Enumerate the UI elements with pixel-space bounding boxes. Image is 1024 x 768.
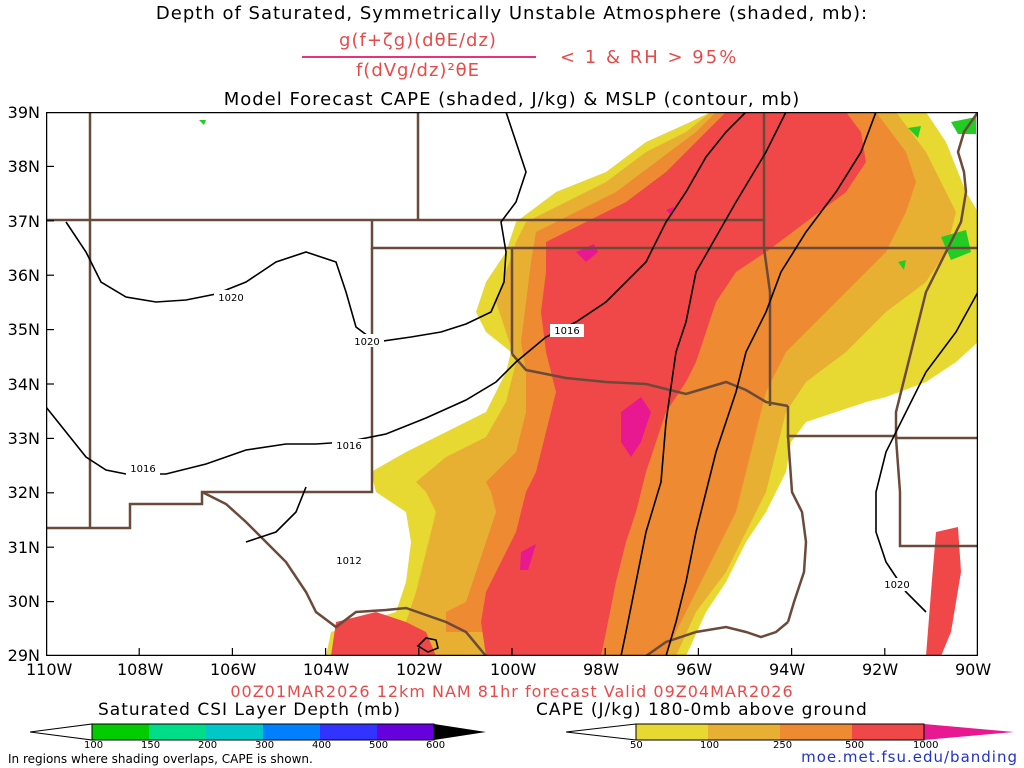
lon-label: 96W	[676, 660, 713, 679]
lat-label: 32N	[7, 483, 40, 502]
formula-numerator: g(f+ζg)(dθE/dz)	[339, 30, 497, 51]
csi-patch-2	[951, 117, 976, 134]
lon-label: 90W	[955, 660, 992, 679]
csi-patch-4	[898, 260, 906, 270]
isobar-label-2: 1020	[354, 337, 379, 348]
border-red-river	[511, 353, 789, 408]
csi-colorbar-title: Saturated CSI Layer Depth (mb)	[98, 700, 402, 720]
border-tx-la	[786, 435, 808, 623]
overlap-note: In regions where shading overlaps, CAPE …	[8, 752, 313, 766]
lat-label: 30N	[7, 592, 40, 611]
border-nm-ok-tx	[370, 220, 514, 354]
border-rio-grande	[201, 490, 487, 656]
cape-colorbar	[566, 723, 1014, 741]
axis-ticks	[46, 112, 886, 656]
cape-max-spot-3	[520, 544, 536, 570]
isobar-label-1: 1020	[218, 293, 243, 304]
cape-tick-label: 100	[700, 740, 720, 751]
lat-label: 29N	[7, 646, 40, 665]
lon-label: 102W	[396, 660, 443, 679]
lon-label: 94W	[769, 660, 806, 679]
csi-tick-label: 300	[255, 740, 275, 751]
cape-tick-label: 50	[630, 740, 643, 751]
isobar-1016-east	[620, 112, 787, 656]
cape-tick-label: 250	[773, 740, 793, 751]
isobar-1012	[245, 486, 307, 543]
lon-label: 104W	[303, 660, 350, 679]
cape-max-spot-2	[621, 397, 651, 457]
formula-fraction-bar	[302, 56, 536, 58]
isobar-1020-north	[65, 112, 527, 343]
isobar-label-4: 1016	[336, 441, 361, 452]
isobar-label-3: 1016	[554, 326, 579, 337]
formula-denominator: f(dVg/dz)²θE	[355, 60, 481, 81]
lon-label: 108W	[117, 660, 164, 679]
lat-label: 39N	[7, 103, 40, 122]
lon-label: 92W	[862, 660, 899, 679]
lat-label: 31N	[7, 538, 40, 557]
isobar-label-6: 1012	[336, 556, 361, 567]
csi-colorbar	[30, 723, 486, 741]
lat-label: 36N	[7, 266, 40, 285]
forecast-map: 1020 1020 1016 1016 1016 1012 1020	[46, 112, 978, 656]
lat-label: 34N	[7, 375, 40, 394]
isobar-gulf-low	[416, 637, 439, 653]
lat-label: 33N	[7, 429, 40, 448]
isobar-label-7: 1020	[884, 580, 909, 591]
csi-patch-1	[941, 230, 971, 260]
source-url: moe.met.fsu.edu/banding	[801, 748, 1018, 766]
lat-label: 37N	[7, 212, 40, 231]
isobar-labels: 1020 1020 1016 1016 1016 1012 1020	[126, 290, 914, 591]
csi-tick-label: 600	[426, 740, 446, 751]
cape-region-red-south	[331, 612, 436, 656]
border-la-ms	[894, 437, 978, 548]
csi-tick-label: 400	[312, 740, 332, 751]
csi-tick-label: 150	[141, 740, 161, 751]
cape-colorbar-title: CAPE (J/kg) 180-0mb above ground	[536, 700, 868, 720]
csi-tick-label: 200	[198, 740, 218, 751]
forecast-valid-line: 00Z01MAR2026 12km NAM 81hr forecast Vali…	[230, 682, 794, 701]
border-ms-river	[894, 112, 978, 438]
cape-region-red-east	[926, 527, 961, 656]
isobar-1020-east	[875, 291, 978, 613]
lon-label: 106W	[210, 660, 257, 679]
lon-label: 98W	[583, 660, 620, 679]
cape-tick-label: 500	[845, 740, 865, 751]
border-nm-tx	[46, 248, 374, 530]
map-title-line1: Depth of Saturated, Symmetrically Unstab…	[155, 3, 869, 24]
lat-label: 38N	[7, 157, 40, 176]
csi-patch-3	[908, 126, 921, 138]
formula-condition: < 1 & RH > 95%	[560, 47, 739, 68]
csi-tick-label: 100	[84, 740, 104, 751]
cape-tick-label: 1000	[913, 740, 939, 751]
lat-label: 35N	[7, 320, 40, 339]
isobar-label-5: 1016	[130, 464, 155, 475]
lon-label: 110W	[26, 660, 73, 679]
border-ok-ar	[762, 112, 772, 406]
csi-patch-5	[199, 120, 206, 125]
csi-tick-label: 500	[369, 740, 389, 751]
lon-label: 100W	[490, 660, 537, 679]
map-title-line3: Model Forecast CAPE (shaded, J/kg) & MSL…	[223, 89, 801, 110]
isobar-1016-ne	[665, 112, 877, 656]
